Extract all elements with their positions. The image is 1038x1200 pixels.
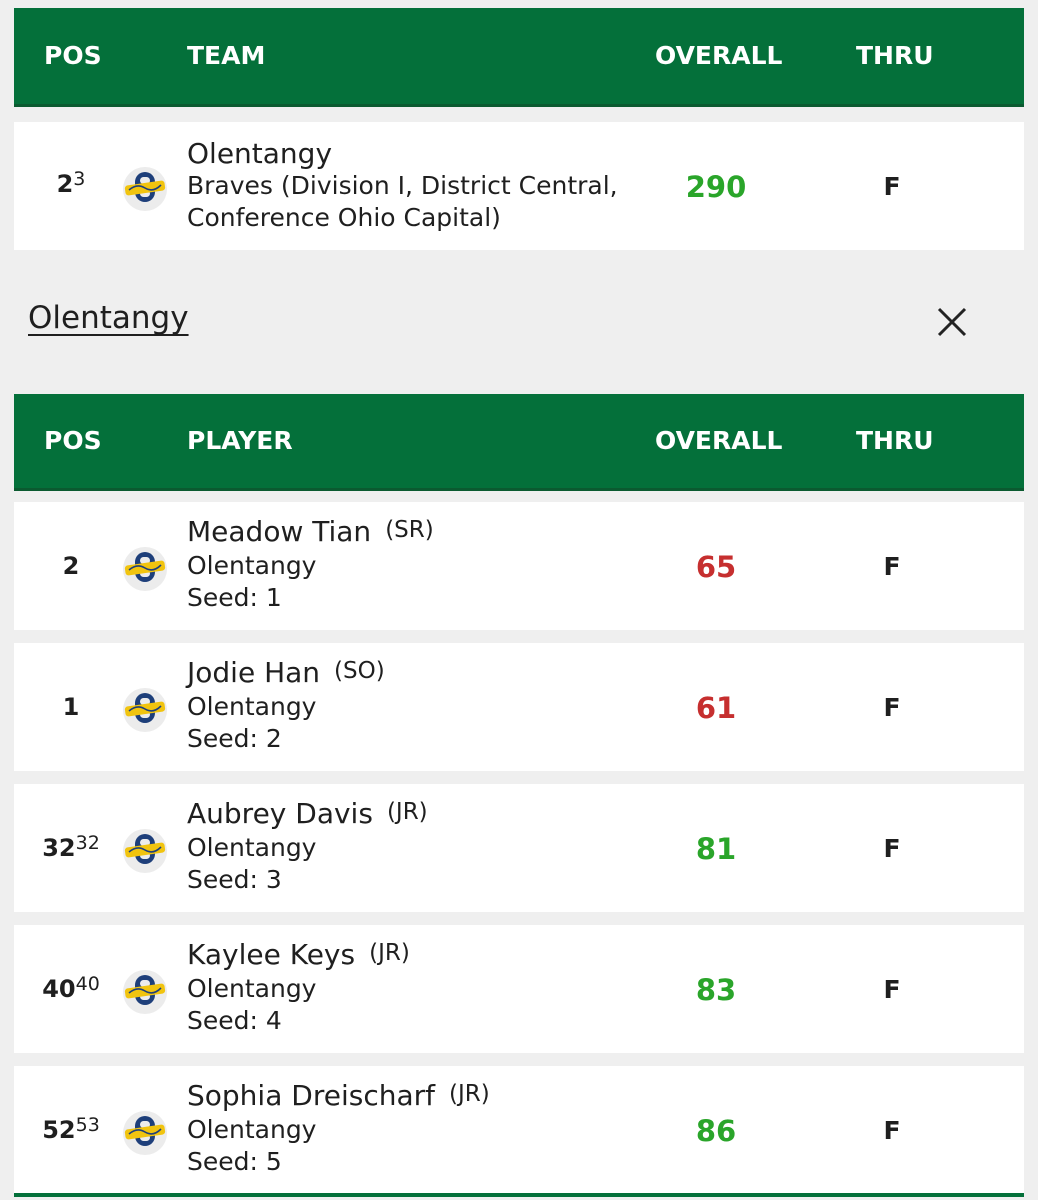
player-row[interactable]: 5253 Sophia Dreischarf (JR) Olentangy See…	[14, 1066, 1024, 1193]
player-pos: 1	[62, 693, 80, 721]
player-table-header: POS PLAYER OVERALL THRU	[14, 394, 1024, 488]
player-info: Sophia Dreischarf (JR) Olentangy Seed: 5	[187, 1080, 490, 1178]
team-row[interactable]: 23 Olentangy Braves (Division I, Distric…	[14, 122, 1024, 250]
player-school: Olentangy	[187, 1115, 317, 1144]
team-description-line-2: Conference Ohio Capital)	[187, 203, 501, 232]
player-class: (SO)	[334, 658, 385, 684]
player-thru: F	[883, 975, 901, 1004]
player-school: Olentangy	[187, 974, 317, 1003]
player-class: (JR)	[386, 799, 428, 825]
player-thru: F	[883, 552, 901, 581]
player-name[interactable]: Aubrey Davis	[187, 797, 373, 830]
player-class: (JR)	[448, 1081, 490, 1107]
player-name[interactable]: Jodie Han	[187, 656, 321, 689]
player-thru: F	[883, 834, 901, 863]
player-thru: F	[883, 693, 901, 722]
player-row[interactable]: 1 Jodie Han (SO) Olentangy Seed: 2 61 F	[14, 643, 1024, 771]
player-school: Olentangy	[187, 833, 317, 862]
team-description-line-1: Braves (Division I, District Central,	[187, 171, 618, 200]
player-thru: F	[883, 1116, 901, 1145]
braves-logo-icon	[123, 829, 167, 873]
player-row[interactable]: 2 Meadow Tian (SR) Olentangy Seed: 1 65 F	[14, 502, 1024, 630]
braves-logo-icon	[123, 167, 167, 211]
braves-logo-icon	[123, 970, 167, 1014]
player-seed: Seed: 2	[187, 724, 282, 753]
player-seed: Seed: 4	[187, 1006, 282, 1035]
team-pos: 23	[56, 168, 86, 198]
player-class: (JR)	[369, 940, 410, 966]
player-pos: 5253	[42, 1114, 100, 1144]
player-pos: 4040	[42, 973, 100, 1003]
player-score: 86	[695, 1114, 737, 1148]
team-detail-title[interactable]: Olentangy	[28, 300, 189, 336]
braves-logo-icon	[123, 547, 167, 591]
player-name[interactable]: Kaylee Keys	[187, 938, 356, 971]
player-score: 65	[695, 550, 737, 584]
player-score: 81	[695, 832, 737, 866]
player-info: Kaylee Keys (JR) Olentangy Seed: 4	[187, 939, 410, 1037]
player-info: Jodie Han (SO) Olentangy Seed: 2	[187, 657, 385, 755]
player-score: 61	[695, 691, 737, 725]
player-name[interactable]: Meadow Tian	[187, 515, 372, 548]
header-overall[interactable]: OVERALL	[655, 426, 783, 455]
team-info: Olentangy Braves (Division I, District C…	[187, 138, 618, 234]
team-name[interactable]: Olentangy	[187, 137, 333, 170]
player-info: Aubrey Davis (JR) Olentangy Seed: 3	[187, 798, 428, 896]
team-score: 290	[685, 170, 747, 204]
header-pos: POS	[44, 426, 102, 455]
header-player: PLAYER	[187, 426, 293, 455]
player-row[interactable]: 4040 Kaylee Keys (JR) Olentangy Seed: 4 8…	[14, 925, 1024, 1053]
braves-logo-icon	[123, 688, 167, 732]
header-team: TEAM	[187, 41, 266, 70]
player-pos: 2	[62, 552, 80, 580]
header-overall[interactable]: OVERALL	[655, 41, 783, 70]
header-thru[interactable]: THRU	[856, 426, 934, 455]
close-icon[interactable]	[934, 304, 970, 340]
player-seed: Seed: 3	[187, 865, 282, 894]
player-seed: Seed: 1	[187, 583, 282, 612]
player-pos: 3232	[42, 832, 100, 862]
team-thru: F	[883, 172, 901, 201]
player-score: 83	[695, 973, 737, 1007]
player-info: Meadow Tian (SR) Olentangy Seed: 1	[187, 516, 434, 614]
table-bottom-border	[14, 1193, 1024, 1197]
braves-logo-icon	[123, 1111, 167, 1155]
player-seed: Seed: 5	[187, 1147, 282, 1176]
team-table-header: POS TEAM OVERALL THRU	[14, 8, 1024, 104]
player-class: (SR)	[385, 517, 434, 543]
header-thru[interactable]: THRU	[856, 41, 934, 70]
player-school: Olentangy	[187, 692, 317, 721]
player-school: Olentangy	[187, 551, 317, 580]
player-row[interactable]: 3232 Aubrey Davis (JR) Olentangy Seed: 3 …	[14, 784, 1024, 912]
player-name[interactable]: Sophia Dreischarf	[187, 1079, 435, 1112]
header-pos: POS	[44, 41, 102, 70]
